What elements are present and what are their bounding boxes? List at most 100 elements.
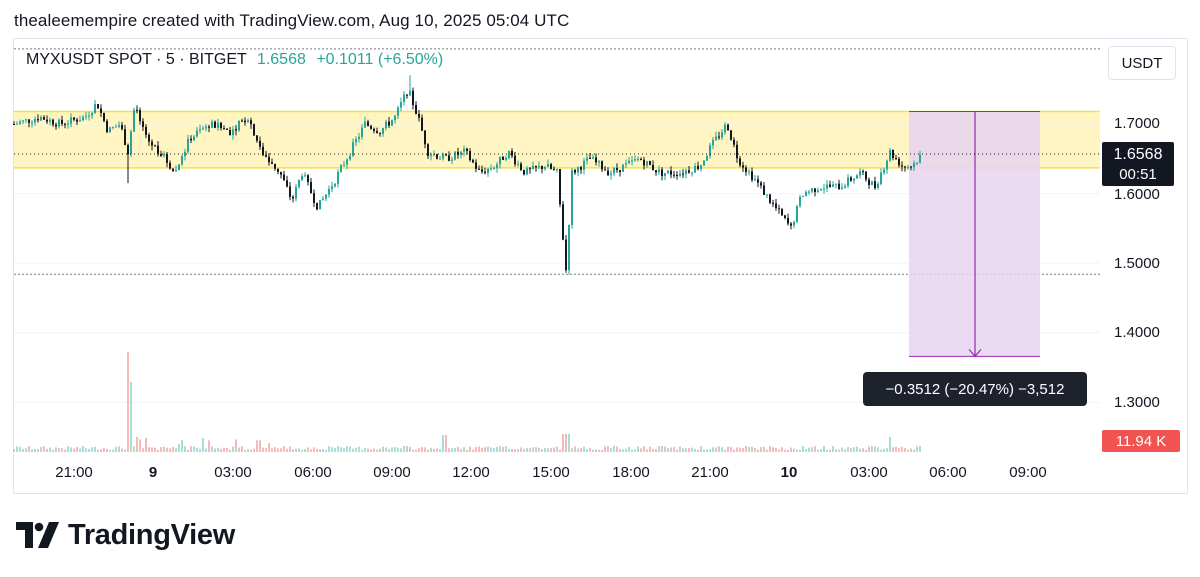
candle-body — [463, 148, 465, 152]
tradingview-brand[interactable]: TradingView — [16, 518, 235, 552]
volume-bar — [457, 446, 459, 452]
candle-body — [190, 138, 192, 141]
volume-bar — [238, 447, 240, 452]
volume-bar — [643, 446, 645, 452]
candle-body — [781, 209, 783, 216]
candle-body — [22, 120, 24, 122]
candle-body — [64, 123, 66, 125]
volume-bar — [709, 449, 711, 452]
candle-body — [349, 155, 351, 160]
candle-body — [304, 175, 306, 177]
candle-body — [910, 166, 912, 168]
volume-bar — [568, 434, 570, 452]
candle-body — [184, 151, 186, 157]
volume-bar — [667, 447, 669, 452]
candle-body — [175, 169, 177, 172]
volume-bar — [586, 449, 588, 452]
candle-body — [631, 160, 633, 162]
candle-body — [694, 165, 696, 173]
volume-bar — [742, 448, 744, 452]
volume-bar — [844, 449, 846, 452]
volume-bar — [217, 447, 219, 452]
volume-bar — [268, 443, 270, 452]
symbol-info[interactable]: MYXUSDT SPOT · 5 · BITGET — [26, 51, 247, 68]
candle-body — [163, 153, 165, 156]
candle-body — [118, 124, 120, 127]
candle-body — [607, 170, 609, 176]
volume-bar — [664, 446, 666, 452]
candle-body — [265, 155, 267, 157]
volume-bar — [670, 447, 672, 452]
volume-bar — [859, 448, 861, 452]
current-price-tag: 1.6568 00:51 — [1102, 142, 1174, 186]
volume-bar — [34, 448, 36, 452]
volume-bar — [109, 449, 111, 452]
volume-bar — [229, 449, 231, 452]
candle-body — [703, 160, 705, 166]
candle-body — [637, 159, 639, 161]
candle-body — [34, 119, 36, 123]
volume-bar — [619, 449, 621, 452]
candle-body — [880, 172, 882, 184]
volume-bar — [55, 447, 57, 452]
volume-bar — [115, 446, 117, 452]
candle-body — [88, 115, 90, 117]
volume-bar — [133, 446, 135, 452]
volume-bar — [301, 449, 303, 452]
currency-button[interactable]: USDT — [1108, 46, 1176, 80]
candle-body — [658, 169, 660, 173]
candle-body — [760, 182, 762, 186]
price-change: +0.1011 (+6.50%) — [316, 51, 444, 68]
candle-body — [472, 160, 474, 163]
volume-bar — [316, 448, 318, 452]
candle-body — [745, 167, 747, 172]
candle-body — [544, 166, 546, 170]
volume-bar — [205, 448, 207, 452]
volume-bar — [706, 449, 708, 452]
candle-body — [499, 156, 501, 165]
volume-bar — [610, 447, 612, 452]
time-axis-label: 09:00 — [1009, 464, 1047, 481]
time-axis-label: 9 — [148, 464, 158, 481]
measure-label: −0.3512 (−20.47%) −3,512 — [863, 372, 1087, 406]
price-axis-label: 1.5000 — [1114, 255, 1160, 272]
volume-bar — [445, 435, 447, 452]
volume-bar — [553, 447, 555, 452]
candle-body — [202, 128, 204, 130]
volume-bar — [25, 448, 27, 452]
candle-body — [79, 120, 81, 122]
candle-body — [238, 120, 240, 131]
volume-bar — [67, 446, 69, 452]
volume-bar — [103, 448, 105, 452]
candle-body — [109, 127, 111, 133]
time-axis-label: 03:00 — [850, 464, 888, 481]
volume-bar — [385, 447, 387, 452]
chart-panel[interactable] — [13, 38, 1188, 494]
volume-bar — [166, 447, 168, 452]
candle-body — [580, 167, 582, 170]
volume-bar — [862, 448, 864, 452]
volume-bar — [784, 449, 786, 452]
volume-bar — [295, 448, 297, 452]
volume-bar — [778, 449, 780, 452]
candle-body — [430, 154, 432, 156]
volume-bar — [604, 446, 606, 452]
candle-body — [403, 94, 405, 103]
volume-bar — [388, 449, 390, 452]
candle-body — [622, 164, 624, 172]
volume-bar — [556, 446, 558, 452]
volume-bar — [481, 447, 483, 452]
volume-bar — [349, 446, 351, 452]
candle-body — [679, 173, 681, 176]
volume-bar — [22, 449, 24, 452]
candle-body — [253, 124, 255, 136]
candle-body — [274, 163, 276, 169]
candle-body — [295, 186, 297, 199]
candle-body — [571, 170, 573, 226]
candle-body — [292, 196, 294, 199]
volume-bar — [838, 449, 840, 452]
volume-bar — [226, 448, 228, 452]
candle-body — [565, 239, 567, 271]
volume-bar — [472, 449, 474, 452]
